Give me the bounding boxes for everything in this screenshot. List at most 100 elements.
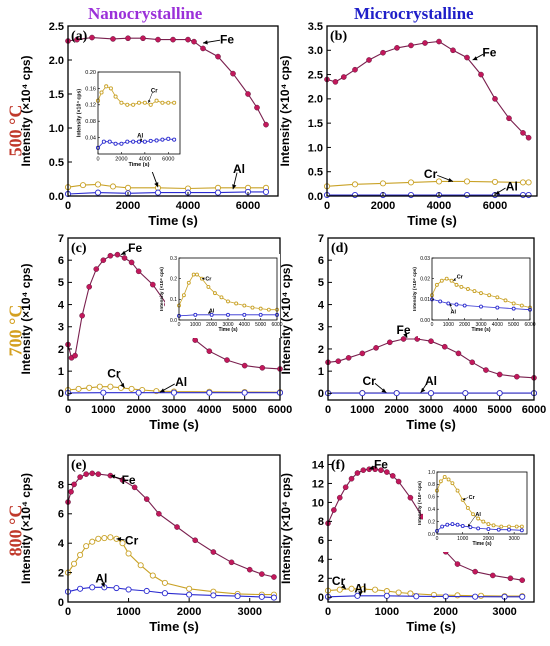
chart-a-point-fe — [140, 35, 146, 42]
chart-f-point-fe — [378, 467, 384, 473]
chart-d-ytick-label: 1 — [318, 366, 324, 378]
chart-e-point-fe — [89, 470, 96, 477]
inset-f-point-al — [460, 523, 465, 528]
chart-c-point-fe — [121, 255, 128, 261]
chart-d-xtick-label: 6000 — [522, 404, 546, 416]
chart-a-point-cr — [94, 181, 102, 188]
inset-c-point-cr — [206, 284, 211, 289]
inset-f-point-cr — [507, 524, 511, 529]
inset-a-ylabel: Intensity (×10⁴ cps) — [76, 89, 82, 138]
inset-c-ytick-label: 0.2 — [170, 276, 177, 282]
chart-e-point-fe — [156, 510, 162, 517]
chart-a-point-fe — [170, 36, 176, 43]
inset-c-point-cr — [181, 293, 186, 298]
chart-e-point-cr — [83, 543, 90, 550]
chart-e-annotation-label-al: Al — [95, 571, 107, 585]
chart-b-point-fe — [450, 47, 456, 54]
chart-f-point-cr — [407, 590, 414, 597]
chart-a-ytick-label: 0.0 — [49, 191, 64, 203]
inset-d-point-al — [462, 303, 467, 308]
chart-b-xtick-label: 6000 — [483, 200, 507, 212]
chart-a-ytick-label: 2.0 — [49, 55, 64, 67]
chart-e-xtick-label: 0 — [65, 606, 71, 618]
chart-d-ytick-label: 3 — [318, 322, 324, 334]
inset-f-xtick-label: 1000 — [457, 536, 468, 542]
chart-f-point-cr — [336, 586, 343, 593]
inset-a-point-cr — [113, 94, 118, 99]
chart-d-ytick-label: 6 — [318, 255, 324, 267]
inset-f-point-cr — [486, 522, 491, 527]
inset-a-point-cr — [160, 100, 165, 105]
inset-d-point-cr — [465, 287, 470, 291]
chart-c-ytick-label: 4 — [58, 299, 65, 311]
chart-d-point-fe — [441, 343, 448, 350]
chart-e-point-fe — [68, 488, 74, 495]
inset-c-point-al — [226, 312, 230, 317]
chart-f-xlabel: Time (s) — [406, 619, 456, 634]
inset-c-xtick-label: 1000 — [190, 322, 201, 328]
chart-d-point-fe — [496, 371, 503, 378]
chart-c-annotation-arrowhead — [120, 382, 125, 388]
chart-c-point-cr — [86, 384, 93, 391]
inset-f-ytick-label: 0.4 — [428, 507, 435, 513]
chart-b-ytick-label: 2.5 — [308, 69, 323, 81]
chart-e-point-cr — [77, 551, 84, 559]
inset-f-point-cr — [491, 523, 496, 528]
inset-c-point-al — [258, 312, 263, 317]
inset-f-point-al — [440, 524, 445, 529]
chart-e-point-cr — [71, 560, 78, 567]
chart-f-ytick-label: 10 — [312, 497, 324, 509]
chart-c-point-cr — [107, 383, 114, 390]
inset-a-background — [84, 68, 183, 172]
chart-c-point-fe — [86, 284, 92, 290]
chart-e-point-fe — [271, 574, 277, 580]
inset-a-annotation-label-al: Al — [137, 134, 143, 140]
chart-a-ytick-label: 2.5 — [49, 21, 64, 33]
chart-b-point-fe — [478, 71, 484, 78]
chart-e-point-cr — [89, 538, 96, 545]
chart-b-point-al — [351, 191, 359, 199]
chart-b-point-al — [519, 191, 527, 199]
inset-f-point-cr — [476, 516, 481, 521]
chart-a-point-al — [214, 189, 222, 196]
inset-d-point-cr — [479, 291, 483, 296]
inset-f-point-cr — [450, 481, 455, 486]
inset-d-ytick-label: 0.01 — [420, 297, 430, 303]
chart-a-point-fe — [125, 35, 131, 42]
inset-d-point-al — [446, 301, 451, 306]
inset-c-ytick-label: 0.1 — [170, 297, 177, 303]
inset-a: 0 2000 4000 6000 0.04 0.08 0.12 0.16 0.20 Time (s… — [76, 68, 183, 172]
chart-b-point-cr — [491, 178, 499, 185]
chart-c-point-fe — [72, 352, 78, 359]
chart-a-panel-label: (a) — [71, 29, 88, 44]
chart-b-ytick-label: 2.0 — [308, 94, 323, 106]
chart-b-point-fe — [436, 38, 442, 45]
chart-f-annotation-label-cr: Cr — [332, 574, 346, 588]
inset-a-point-al — [172, 137, 177, 142]
inset-f-point-cr — [446, 477, 451, 482]
chart-a-point-cr — [124, 184, 132, 191]
chart-a-point-cr — [109, 183, 117, 190]
inset-f-xtick-label: 2000 — [483, 536, 494, 542]
chart-d-point-fe — [400, 336, 407, 342]
chart-f-xtick-label: 2000 — [433, 606, 457, 618]
inset-a-xtick-label: 0 — [96, 157, 99, 163]
chart-d-point-fe — [345, 355, 352, 361]
chart-d-point-fe — [428, 338, 434, 344]
chart-d-ytick-label: 5 — [318, 277, 324, 289]
chart-e-point-cr — [149, 572, 156, 579]
chart-b-point-fe — [506, 115, 512, 122]
chart-d-point-fe — [359, 350, 366, 357]
chart-a-point-fe — [200, 45, 206, 52]
chart-f-point-fe — [360, 467, 367, 473]
chart-f-point-fe — [472, 568, 478, 575]
chart-e-point-cr — [125, 550, 132, 557]
inset-a-xtick-label: 2000 — [115, 157, 127, 163]
chart-e-point-cr — [137, 562, 144, 569]
chart-c-point-fe — [192, 337, 198, 343]
inset-c-xtick-label: 2000 — [206, 322, 217, 328]
chart-d-annotation-arrowhead — [381, 388, 387, 393]
inset-d-point-cr — [434, 282, 439, 287]
inset-d-point-cr — [511, 301, 516, 306]
inset-f-ytick-label: 1.0 — [428, 470, 435, 476]
